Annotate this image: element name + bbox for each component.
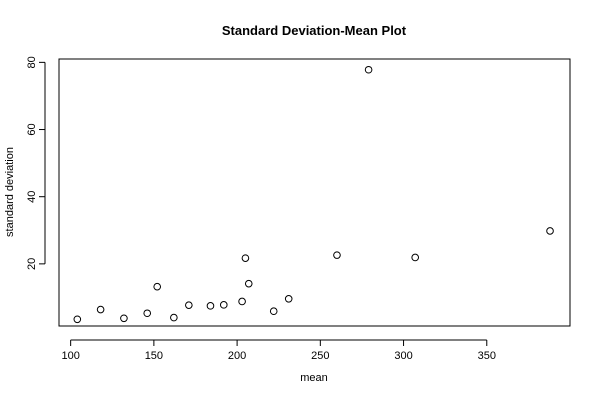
x-tick-label: 200 [228, 350, 246, 362]
data-point [244, 279, 253, 288]
data-point [170, 313, 178, 322]
chart-title: Standard Deviation-Mean Plot [222, 23, 407, 38]
data-point [206, 302, 215, 310]
x-axis: 100 150 200 250 300 350 [61, 339, 496, 362]
data-point [96, 305, 105, 314]
data-point [241, 254, 250, 262]
data-point [73, 315, 82, 324]
data-point [333, 251, 341, 259]
data-point [153, 282, 162, 291]
data-point [546, 227, 554, 235]
y-tick-label: 80 [26, 56, 38, 68]
x-tick-label: 300 [394, 350, 412, 362]
data-point [120, 314, 128, 323]
y-tick-label: 20 [26, 258, 38, 270]
x-tick-label: 250 [311, 350, 329, 362]
data-point [219, 301, 228, 309]
y-tick-label: 40 [26, 191, 38, 203]
x-tick-label: 350 [478, 350, 496, 362]
y-axis-label: standard deviation [4, 147, 16, 237]
x-tick-label: 150 [145, 350, 163, 362]
data-point [284, 294, 293, 303]
y-axis: 20 40 60 80 [26, 56, 46, 270]
x-axis-label: mean [300, 372, 328, 384]
data-points [73, 65, 554, 324]
data-point [238, 297, 246, 306]
data-point [411, 253, 420, 262]
data-point [364, 65, 373, 74]
data-point [269, 307, 278, 316]
data-point [143, 309, 152, 318]
plot-frame [58, 58, 571, 327]
data-point [185, 301, 193, 309]
y-tick-label: 60 [26, 123, 38, 135]
x-tick-label: 100 [61, 350, 79, 362]
